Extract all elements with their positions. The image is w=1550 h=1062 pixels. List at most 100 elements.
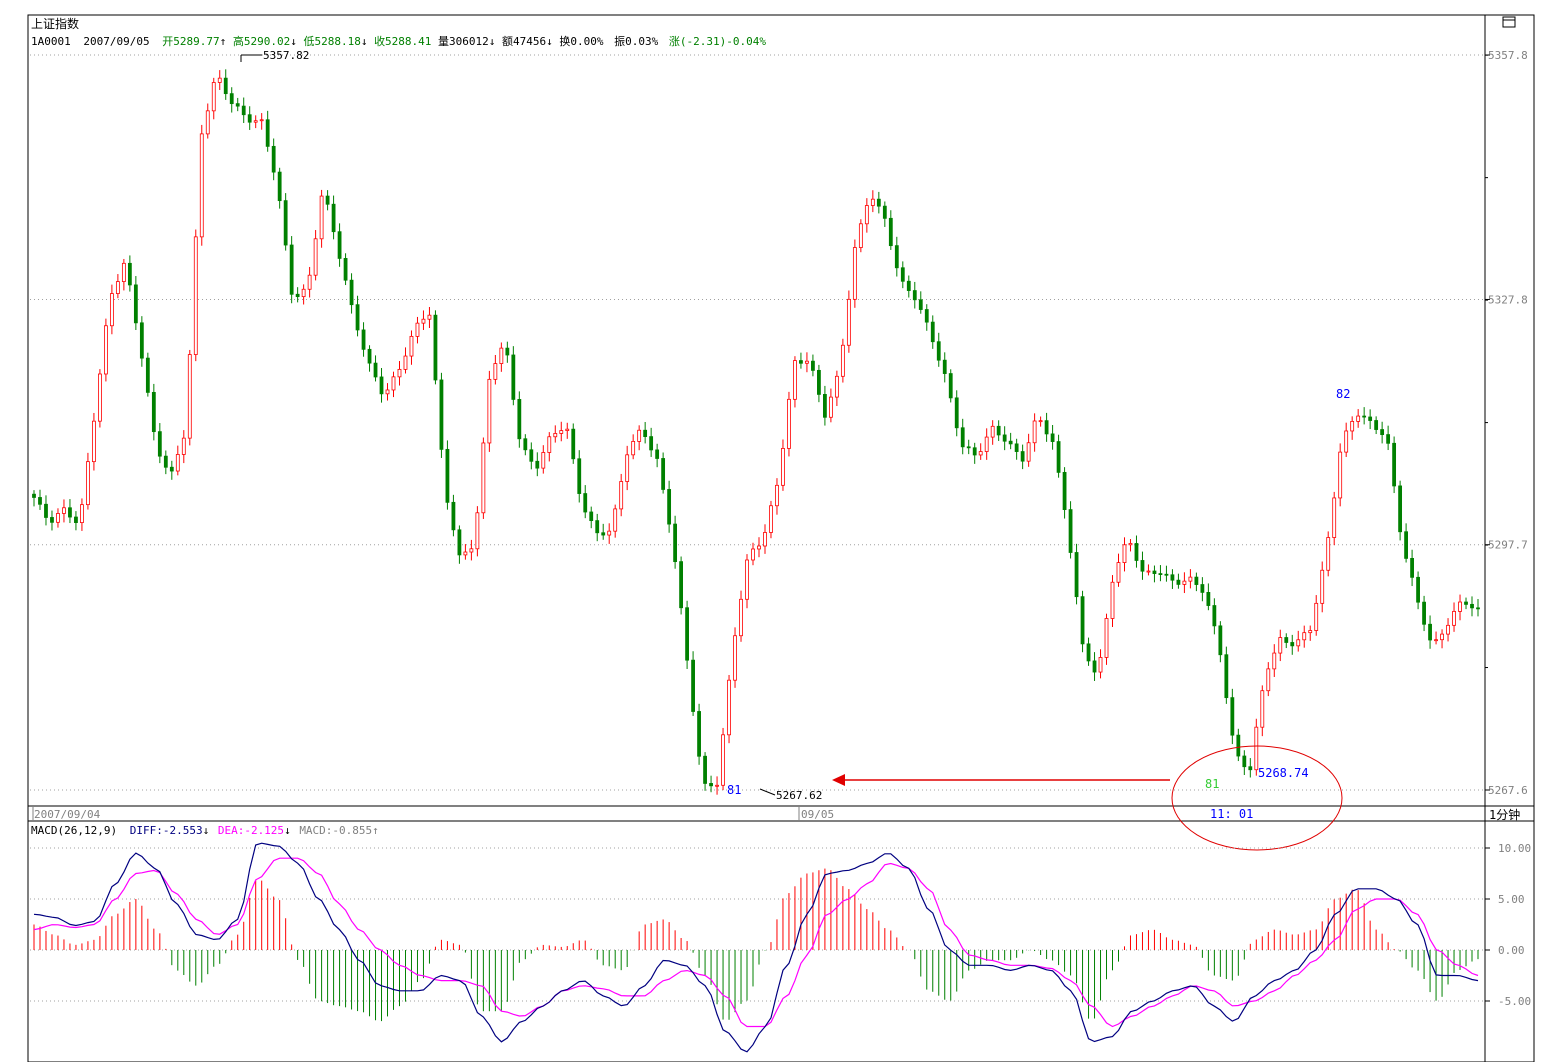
candle-body xyxy=(541,452,546,469)
candle-body xyxy=(679,561,684,609)
candle-body xyxy=(828,396,833,418)
window-restore-icon[interactable] xyxy=(1502,16,1516,28)
candle-body xyxy=(337,231,342,259)
candle-body xyxy=(1026,442,1031,462)
candle-body xyxy=(1158,573,1163,575)
candle-body xyxy=(265,119,270,147)
label-81-right: 81 xyxy=(1205,777,1219,791)
candle-body xyxy=(199,133,204,238)
candle-body xyxy=(259,119,264,122)
candle-body xyxy=(205,110,210,135)
label-82: 82 xyxy=(1336,387,1350,401)
candle-body xyxy=(1458,601,1462,612)
down-arrow-icon: ↓ xyxy=(284,824,291,837)
candle-body xyxy=(1416,576,1420,603)
candle-body xyxy=(1104,618,1109,658)
candle-body xyxy=(763,532,767,547)
candle-body xyxy=(307,274,312,290)
candle-body xyxy=(1464,601,1468,605)
candle-body xyxy=(601,532,606,536)
candle-body xyxy=(1428,623,1432,641)
amount-value: 额47456 xyxy=(502,35,546,48)
candle-body xyxy=(1422,601,1426,625)
down-arrow-icon: ↓ xyxy=(290,35,297,48)
macd-axis-ticks: 10.00 5.00 0.00 -5.00 xyxy=(1485,842,1531,1008)
candle-body xyxy=(1152,570,1157,574)
candle-body xyxy=(1068,509,1073,553)
candle-body xyxy=(691,659,695,712)
candle-body xyxy=(253,120,258,123)
turnover-value: 换0.00% xyxy=(559,34,603,48)
macd-tick-label: -5.00 xyxy=(1498,995,1531,1008)
candle-body xyxy=(1284,637,1289,643)
candle-body xyxy=(163,455,168,468)
time-start-label: 2007/09/04 xyxy=(34,808,101,821)
candle-body xyxy=(823,394,827,418)
candle-body xyxy=(1194,576,1199,585)
candle-body xyxy=(445,448,450,503)
candle-body xyxy=(1440,633,1444,641)
candle-body xyxy=(1290,642,1295,647)
candle-body xyxy=(1404,531,1408,559)
candle-body xyxy=(1326,537,1331,571)
price-tick-label: 5267.6 xyxy=(1488,784,1528,797)
candle-body xyxy=(1188,576,1193,582)
candle-body xyxy=(1254,726,1259,771)
candle-body xyxy=(349,279,354,306)
candlestick-series xyxy=(32,69,1480,795)
candle-body xyxy=(1380,429,1385,435)
candle-body xyxy=(38,497,42,505)
candle-body xyxy=(709,783,713,787)
candle-body xyxy=(858,223,863,248)
candle-body xyxy=(793,360,797,400)
candle-body xyxy=(157,431,162,457)
candle-body xyxy=(74,516,78,523)
candle-body xyxy=(1476,607,1480,610)
arrow-head-icon xyxy=(832,774,845,786)
candle-body xyxy=(799,360,803,364)
change-value: 涨(-2.31)-0.04% xyxy=(669,35,766,48)
candle-body xyxy=(385,389,390,395)
candle-body xyxy=(1014,443,1019,452)
price-tick-label: 5327.8 xyxy=(1488,293,1528,306)
candle-body xyxy=(984,436,989,452)
candle-body xyxy=(283,200,288,246)
candle-body xyxy=(439,379,444,450)
candle-body xyxy=(1338,451,1343,499)
candle-body xyxy=(631,441,636,456)
candle-body xyxy=(487,378,492,444)
candle-body xyxy=(104,325,108,375)
candle-body xyxy=(655,449,660,459)
candle-body xyxy=(846,298,851,346)
candle-body xyxy=(295,293,300,298)
close-value: 收5288.41 xyxy=(374,34,431,48)
candle-body xyxy=(50,517,54,523)
candle-body xyxy=(1170,574,1175,581)
candle-body xyxy=(757,545,761,550)
candle-body xyxy=(733,635,737,681)
candle-body xyxy=(247,114,252,123)
candle-body xyxy=(86,461,90,506)
candle-body xyxy=(1236,734,1241,757)
candle-body xyxy=(319,195,324,240)
candle-body xyxy=(403,355,408,370)
candle-body xyxy=(44,503,48,518)
candle-body xyxy=(1086,643,1091,662)
candle-body xyxy=(619,481,624,510)
candle-body xyxy=(32,493,36,498)
candle-body xyxy=(882,205,887,219)
cursor-price-label: 5268.74 xyxy=(1258,766,1309,780)
candle-body xyxy=(481,442,486,514)
candle-body xyxy=(457,529,462,556)
candle-body xyxy=(834,375,839,398)
candle-body xyxy=(1134,543,1139,561)
candle-body xyxy=(667,489,672,525)
candle-body xyxy=(1044,420,1049,435)
candle-body xyxy=(912,290,917,301)
candle-body xyxy=(499,347,504,364)
time-mid-label: 09/05 xyxy=(801,808,834,821)
candle-body xyxy=(930,321,935,343)
candle-body xyxy=(1320,569,1325,604)
candle-body xyxy=(996,425,1001,436)
